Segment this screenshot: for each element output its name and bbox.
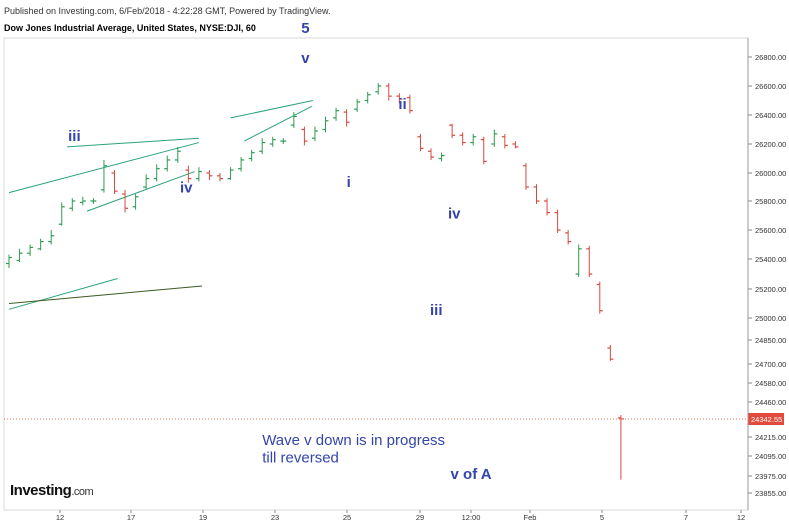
x-tick-label: 7 [684,513,688,520]
symbol-title: Dow Jones Industrial Average, United Sta… [4,23,256,33]
annotation: iv [448,205,461,222]
y-tick-label: 25800.00 [755,197,786,206]
trendlines [8,100,313,310]
y-tick-label: 24850.00 [755,336,786,345]
last-price-group: 24342.55 [4,413,784,425]
annotation: iii [68,128,81,145]
x-tick-label: 5 [600,513,604,520]
trendline [244,105,313,142]
last-price-tag [748,413,784,425]
y-tick-label: 24580.00 [755,379,786,388]
y-tick-label: 26800.00 [755,53,786,62]
y-tick-label: 23855.00 [755,489,786,498]
axes: 26800.00 26600.00 26400.00 26200.00 26000.00… [56,38,786,520]
annotation: v [301,50,310,67]
x-tick-label: 17 [127,513,135,520]
annotation: 5 [301,20,309,37]
y-tick-label: 25000.00 [755,314,786,323]
annotation: till reversed [262,450,339,467]
x-tick-label: 29 [416,513,424,520]
x-tick-label: 12 [737,513,745,520]
investing-logo: Investing.com [10,482,94,499]
x-tick-label: 19 [199,513,207,520]
annotation: Wave v down is in progress [262,432,445,449]
logo-suffix: .com [71,486,94,498]
published-note: Published on Investing.com, 6/Feb/2018 -… [4,6,331,16]
annotation: iv [180,180,193,197]
x-tick-label: 25 [343,513,351,520]
y-tick-label: 25200.00 [755,285,786,294]
annotation: ii [398,96,406,113]
y-tick-label: 23975.00 [755,472,786,481]
x-tick-label: 12 [56,513,64,520]
trendline [66,137,199,148]
annotation: i [347,174,351,191]
trendline [8,285,203,304]
trendline [86,171,195,212]
candles [6,83,624,480]
y-tick-label: 24700.00 [755,360,786,369]
y-tick-label: 26200.00 [755,140,786,149]
logo-text: Investing [10,482,72,499]
annotation: iii [430,302,443,319]
y-tick-label: 24215.00 [755,433,786,442]
x-tick-label: 12:00 [462,513,481,520]
y-tick-label: 26600.00 [755,82,786,91]
x-tick-label: Feb [524,513,537,520]
y-tick-label: 25600.00 [755,226,786,235]
trendline [8,278,118,310]
y-tick-label: 25400.00 [755,255,786,264]
y-tick-label: 26400.00 [755,111,786,120]
y-tick-label: 26000.00 [755,169,786,178]
annotation: v of A [451,466,492,483]
x-tick-label: 23 [271,513,279,520]
trendline [230,100,313,119]
y-tick-label: 24095.00 [755,452,786,461]
y-tick-label: 24460.00 [755,398,786,407]
last-price-label: 24342.55 [751,415,782,424]
